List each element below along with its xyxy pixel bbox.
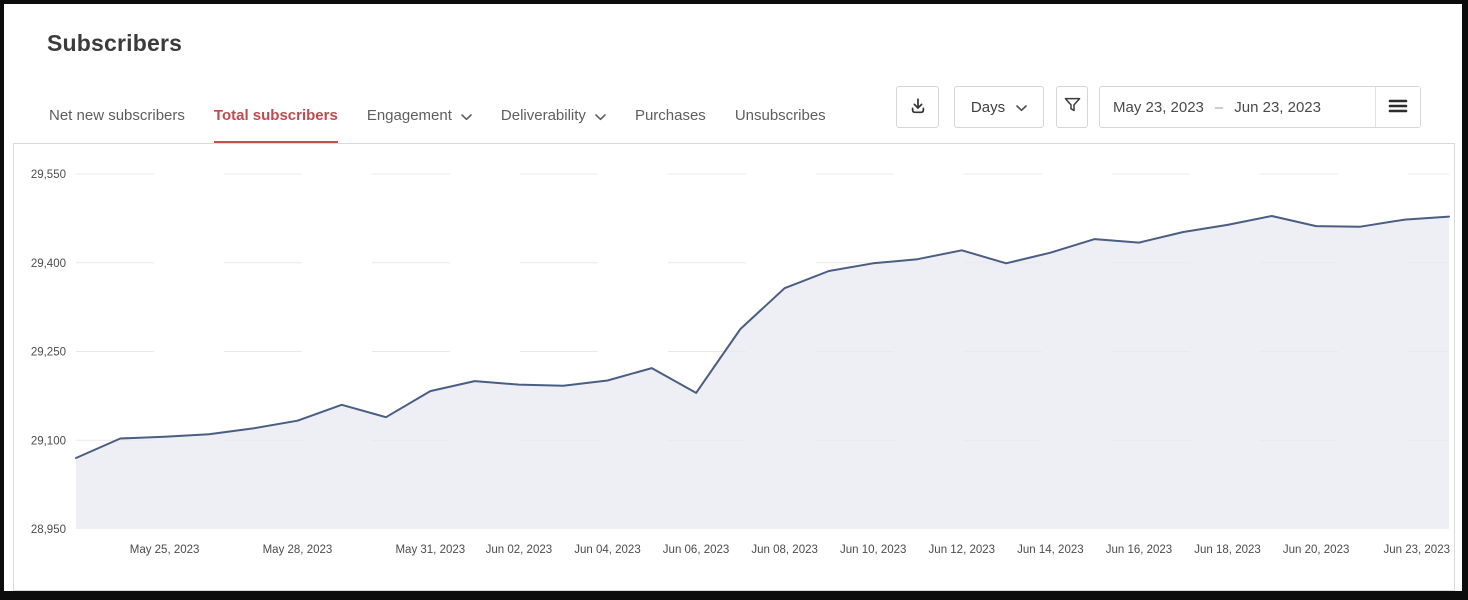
x-axis-label: Jun 10, 2023 (840, 544, 907, 556)
x-axis-label: May 28, 2023 (263, 544, 333, 556)
x-axis-label: Jun 16, 2023 (1106, 544, 1173, 556)
x-axis-label: Jun 14, 2023 (1017, 544, 1084, 556)
x-axis-label: Jun 12, 2023 (929, 544, 996, 556)
tab-label: Purchases (634, 107, 706, 124)
tab-label: Net new subscribers (49, 107, 185, 124)
tab-unsubscribes[interactable]: Unsubscribes (735, 88, 826, 143)
series-line (75, 215, 1450, 459)
x-axis-label: May 31, 2023 (395, 544, 465, 556)
x-axis-label: Jun 04, 2023 (574, 544, 641, 556)
chevron-down-icon (1016, 99, 1027, 116)
date-separator: – (1214, 98, 1224, 116)
date-end: Jun 23, 2023 (1234, 98, 1321, 116)
total-subscribers-chart: 29,550 29,400 29,250 29,100 28,950 May 25, 20… (31, 169, 1450, 556)
tab-label: Total subscribers (213, 107, 338, 124)
area-fill (76, 216, 1449, 529)
x-axis-label: Jun 20, 2023 (1283, 544, 1350, 556)
menu-button[interactable] (1375, 87, 1420, 127)
date-range-picker[interactable]: May 23, 2023 – Jun 23, 2023 (1099, 86, 1421, 128)
interval-value: Days (970, 98, 1006, 116)
metric-tabs: Net new subscribers Total subscribers En… (49, 88, 826, 143)
x-axis-label: Jun 06, 2023 (663, 544, 730, 556)
tab-total-subscribers[interactable]: Total subscribers (213, 88, 338, 143)
tab-engagement[interactable]: Engagement (367, 88, 472, 143)
x-axis-label: Jun 02, 2023 (486, 544, 553, 556)
tab-label: Unsubscribes (734, 107, 826, 124)
tab-purchases[interactable]: Purchases (635, 88, 706, 143)
tab-label: Engagement (366, 107, 452, 124)
chart-toolbar: Days May 23, 2023 – Jun 23, 2023 (896, 86, 1421, 128)
filter-icon (1063, 96, 1082, 118)
subscribers-page: Subscribers Net new subscribers Total su… (4, 4, 1462, 591)
download-button[interactable] (896, 86, 939, 128)
menu-icon (1388, 99, 1408, 116)
download-icon (908, 96, 928, 119)
y-axis-label: 29,250 (31, 347, 66, 359)
chart-panel: 29,550 29,400 29,250 29,100 28,950 May 25, 20… (13, 143, 1455, 591)
tab-label: Deliverability (500, 107, 586, 124)
y-axis-label: 29,100 (31, 435, 66, 447)
filter-button[interactable] (1056, 86, 1088, 128)
x-axis-label: Jun 23, 2023 (1383, 544, 1450, 556)
tab-deliverability[interactable]: Deliverability (501, 88, 606, 143)
chevron-down-icon (595, 113, 606, 121)
y-axis-label: 28,950 (31, 524, 66, 536)
y-axis-label: 29,400 (31, 258, 66, 270)
x-axis-label: May 25, 2023 (130, 544, 200, 556)
y-axis-label: 29,550 (31, 169, 66, 181)
date-range-value: May 23, 2023 – Jun 23, 2023 (1100, 87, 1375, 127)
chevron-down-icon (461, 113, 472, 121)
x-axis-label: Jun 18, 2023 (1194, 544, 1261, 556)
x-axis-label: Jun 08, 2023 (751, 544, 818, 556)
interval-dropdown[interactable]: Days (954, 86, 1044, 128)
tab-net-new-subscribers[interactable]: Net new subscribers (49, 88, 185, 143)
date-start: May 23, 2023 (1113, 98, 1204, 116)
page-title: Subscribers (47, 30, 183, 56)
